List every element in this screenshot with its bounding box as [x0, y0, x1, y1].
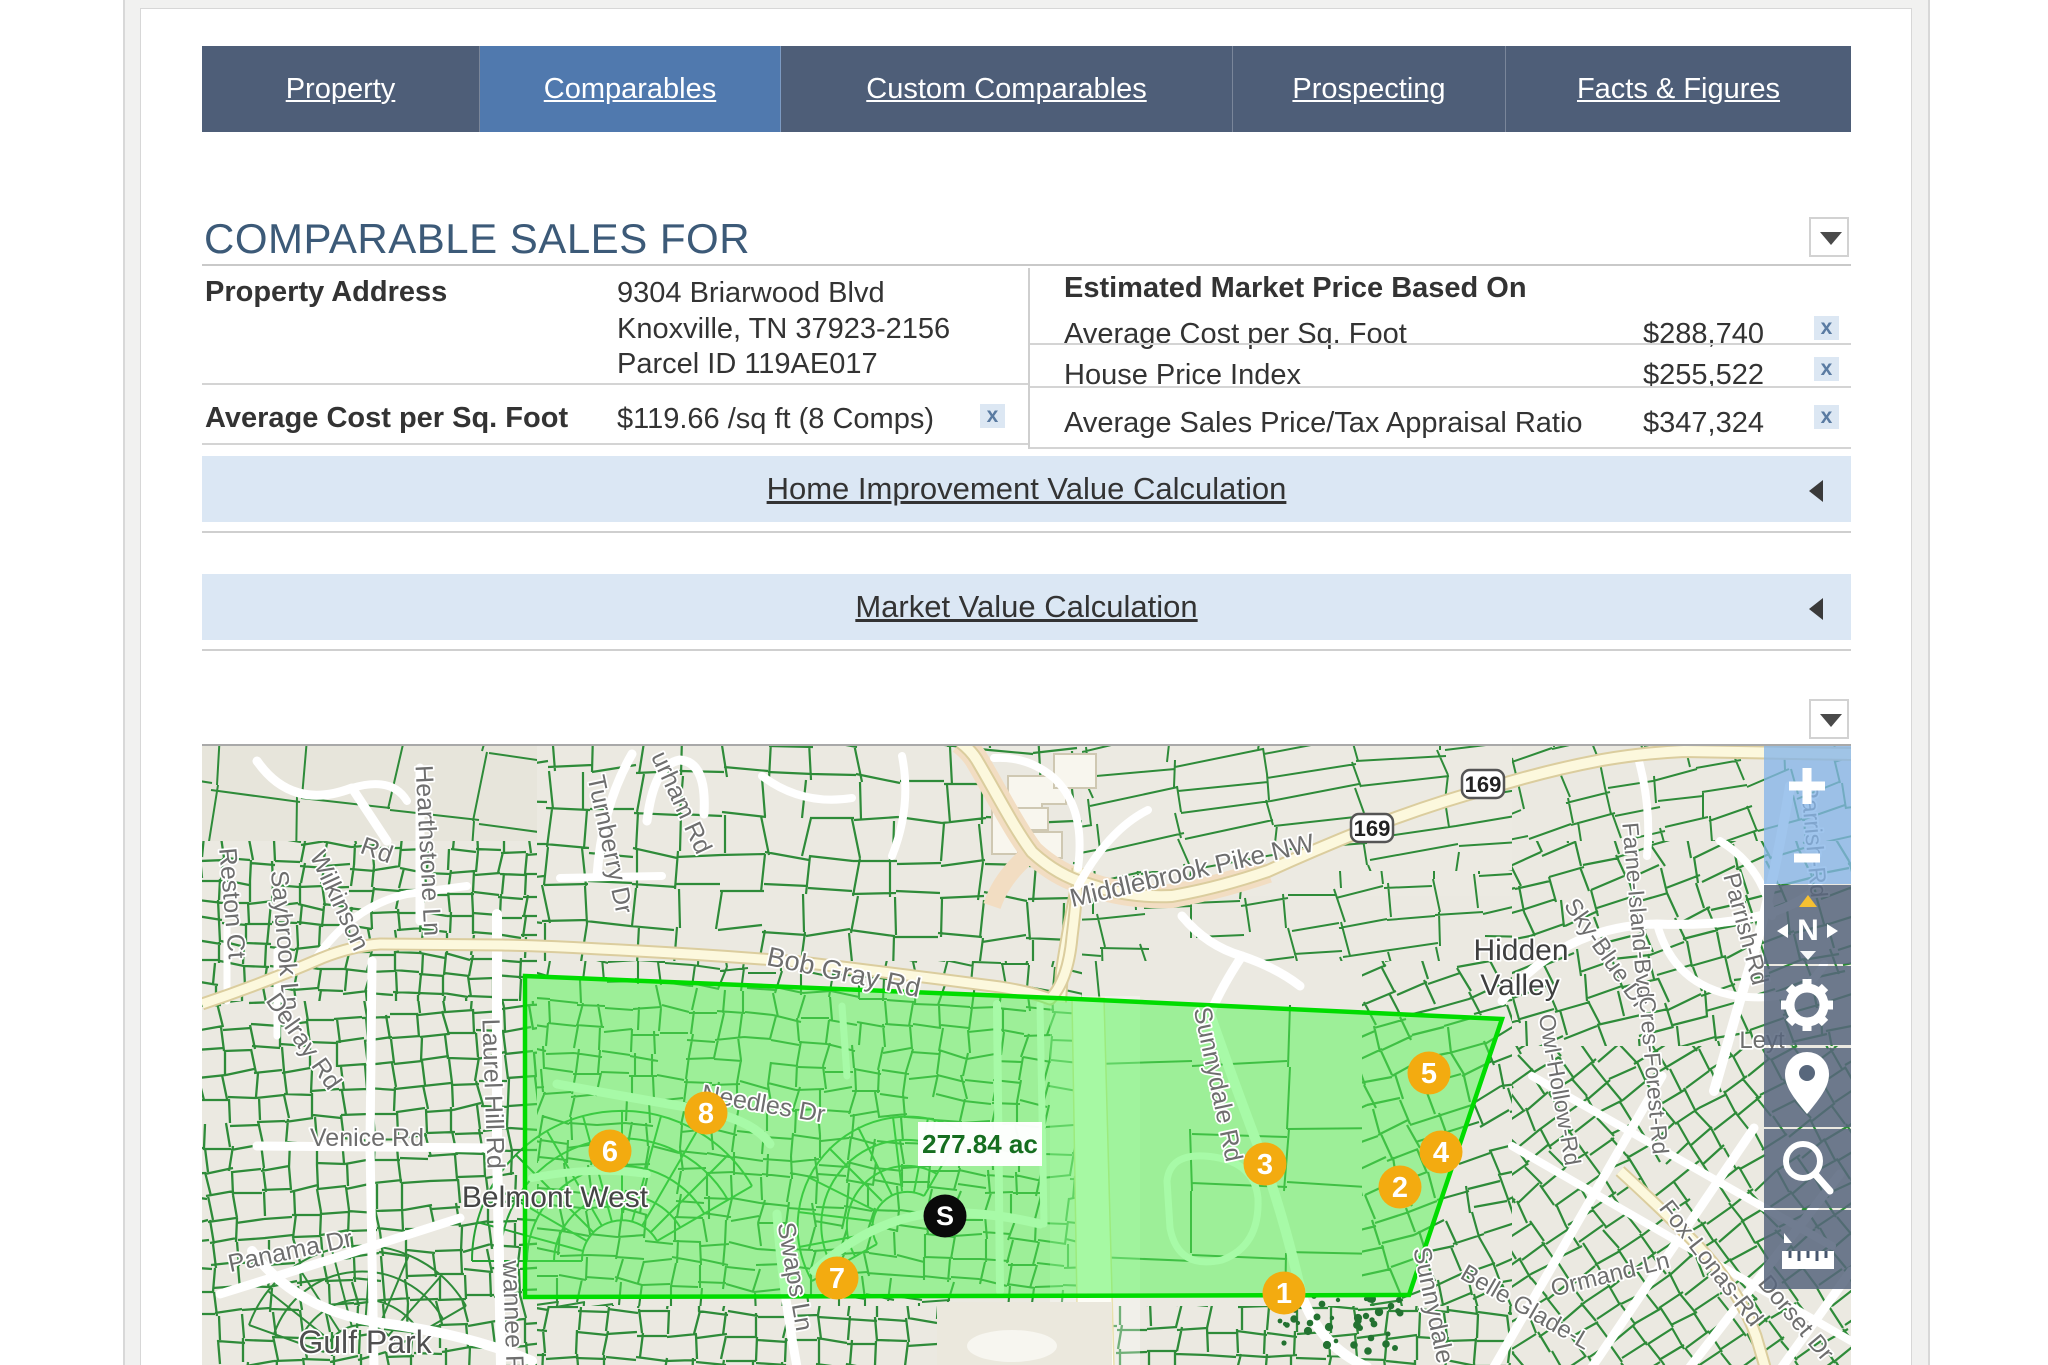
svg-text:5: 5 [1421, 1058, 1437, 1090]
svg-text:8: 8 [698, 1098, 714, 1130]
svg-text:wannee Rd: wannee Rd [497, 1259, 529, 1365]
svg-text:Gulf Park: Gulf Park [298, 1324, 432, 1360]
svg-text:Venice Rd: Venice Rd [310, 1124, 424, 1152]
svg-text:N: N [1797, 914, 1819, 947]
svg-text:169: 169 [1465, 772, 1502, 797]
svg-text:169: 169 [1354, 816, 1391, 841]
svg-text:Hidden: Hidden [1473, 934, 1568, 967]
svg-text:6: 6 [602, 1136, 618, 1168]
svg-text:7: 7 [829, 1263, 845, 1295]
svg-text:2: 2 [1392, 1172, 1408, 1204]
svg-text:277.84 ac: 277.84 ac [922, 1129, 1038, 1159]
svg-text:1: 1 [1276, 1278, 1292, 1310]
svg-text:Valley: Valley [1480, 969, 1559, 1002]
svg-text:Laurel Hill Rd: Laurel Hill Rd [476, 1018, 509, 1169]
svg-text:3: 3 [1257, 1149, 1273, 1181]
svg-text:S: S [936, 1201, 954, 1231]
svg-text:Belmont West: Belmont West [462, 1181, 649, 1214]
svg-text:4: 4 [1433, 1137, 1449, 1169]
